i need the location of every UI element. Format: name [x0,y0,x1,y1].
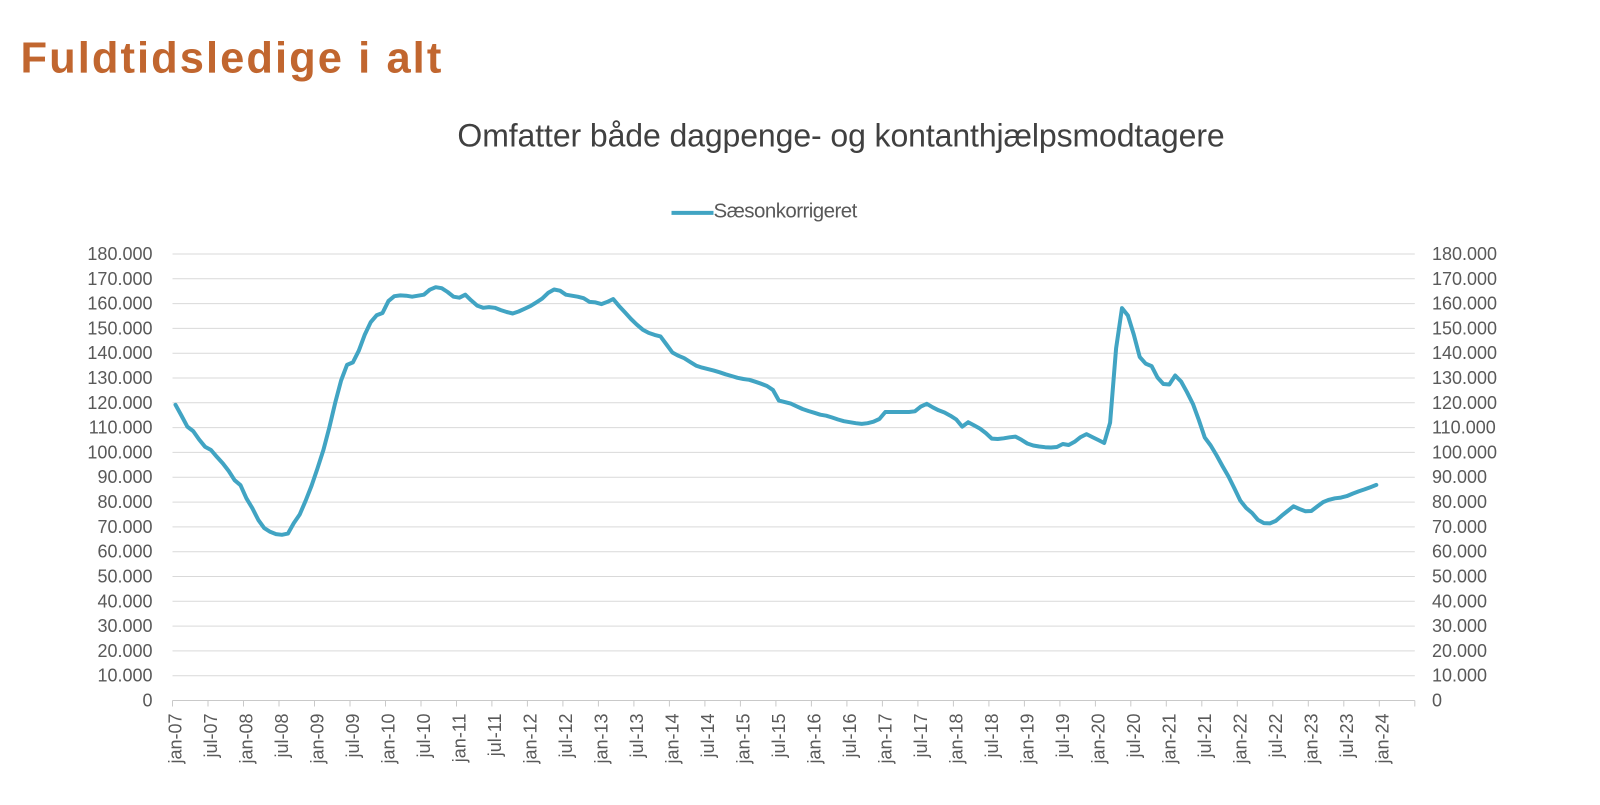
svg-text:70.000: 70.000 [1432,517,1487,537]
svg-text:50.000: 50.000 [97,567,152,587]
svg-text:Sæsonkorrigeret: Sæsonkorrigeret [714,200,858,223]
svg-text:90.000: 90.000 [1432,467,1487,487]
svg-text:140.000: 140.000 [1432,343,1497,363]
svg-text:jan-22: jan-22 [1230,714,1250,765]
svg-text:jan-07: jan-07 [166,714,186,765]
svg-text:jan-17: jan-17 [875,714,895,765]
svg-text:jul-07: jul-07 [201,714,221,759]
svg-text:30.000: 30.000 [1432,616,1487,636]
svg-text:130.000: 130.000 [1432,368,1497,388]
svg-text:jan-09: jan-09 [307,714,327,765]
svg-text:jul-21: jul-21 [1195,714,1215,759]
svg-text:jul-12: jul-12 [556,714,576,759]
svg-text:jul-15: jul-15 [769,714,789,759]
svg-text:160.000: 160.000 [1432,294,1497,314]
svg-text:jul-09: jul-09 [343,714,363,759]
svg-text:jan-12: jan-12 [520,714,540,765]
svg-text:jul-22: jul-22 [1266,714,1286,759]
svg-text:60.000: 60.000 [97,542,152,562]
svg-text:jan-14: jan-14 [662,714,682,765]
svg-text:jan-18: jan-18 [946,714,966,765]
svg-text:jan-20: jan-20 [1088,714,1108,765]
svg-text:30.000: 30.000 [97,616,152,636]
svg-text:90.000: 90.000 [97,467,152,487]
svg-text:120.000: 120.000 [87,393,152,413]
svg-text:60.000: 60.000 [1432,542,1487,562]
svg-text:20.000: 20.000 [97,641,152,661]
svg-text:180.000: 180.000 [1432,244,1497,264]
svg-text:140.000: 140.000 [87,343,152,363]
svg-text:170.000: 170.000 [1432,269,1497,289]
svg-text:jul-19: jul-19 [1053,714,1073,759]
svg-text:jul-18: jul-18 [982,714,1002,759]
svg-text:jan-10: jan-10 [378,714,398,765]
svg-text:80.000: 80.000 [1432,492,1487,512]
svg-text:110.000: 110.000 [89,418,153,438]
svg-text:150.000: 150.000 [1432,318,1497,338]
svg-text:jul-10: jul-10 [414,714,434,759]
svg-text:jul-11: jul-11 [485,714,505,758]
svg-text:jan-08: jan-08 [236,714,256,765]
svg-text:120.000: 120.000 [1432,393,1497,413]
svg-text:jan-19: jan-19 [1017,714,1037,765]
svg-text:10.000: 10.000 [97,666,152,686]
svg-text:10.000: 10.000 [1432,666,1487,686]
svg-text:jan-21: jan-21 [1159,714,1179,765]
svg-text:Fuldtidsledige i alt: Fuldtidsledige i alt [21,35,444,83]
svg-text:70.000: 70.000 [97,517,152,537]
svg-text:100.000: 100.000 [1432,442,1497,462]
svg-text:160.000: 160.000 [87,294,152,314]
svg-text:170.000: 170.000 [87,269,152,289]
svg-text:jul-13: jul-13 [627,714,647,759]
svg-text:jul-08: jul-08 [272,714,292,759]
svg-text:jan-15: jan-15 [733,714,753,765]
svg-text:jan-16: jan-16 [804,714,824,765]
svg-text:130.000: 130.000 [87,368,152,388]
svg-text:40.000: 40.000 [97,591,152,611]
svg-text:0: 0 [142,691,152,711]
svg-text:150.000: 150.000 [87,318,152,338]
svg-text:jul-17: jul-17 [911,714,931,759]
svg-text:110.000: 110.000 [1432,418,1496,438]
svg-text:jan-11: jan-11 [449,714,469,764]
svg-text:jan-24: jan-24 [1372,714,1392,765]
svg-text:100.000: 100.000 [87,442,152,462]
svg-text:0: 0 [1432,691,1442,711]
svg-text:jul-16: jul-16 [840,714,860,759]
svg-text:jul-20: jul-20 [1124,714,1144,759]
svg-text:jan-23: jan-23 [1301,714,1321,765]
svg-text:jan-13: jan-13 [591,714,611,765]
svg-text:40.000: 40.000 [1432,591,1487,611]
svg-text:jul-23: jul-23 [1337,714,1357,759]
svg-text:180.000: 180.000 [87,244,152,264]
svg-text:jul-14: jul-14 [698,714,718,759]
svg-text:20.000: 20.000 [1432,641,1487,661]
svg-text:80.000: 80.000 [97,492,152,512]
svg-text:Omfatter både dagpenge- og kon: Omfatter både dagpenge- og kontanthjælps… [457,118,1224,154]
svg-text:50.000: 50.000 [1432,567,1487,587]
